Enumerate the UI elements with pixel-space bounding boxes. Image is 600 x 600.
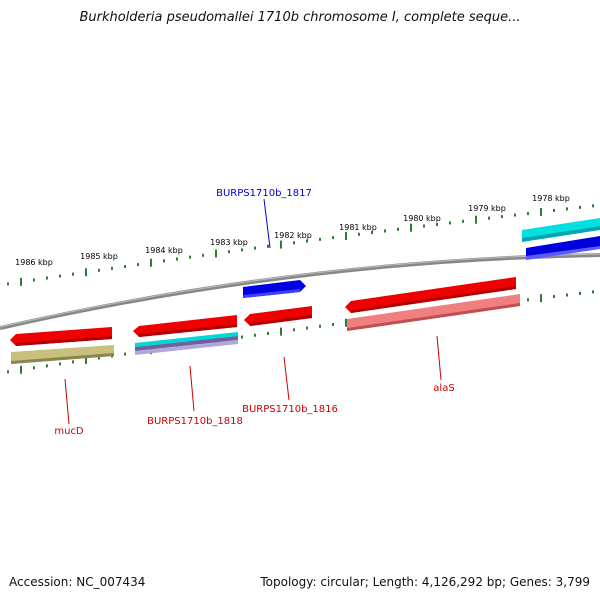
gene-label-burps1710b-1818[interactable]: BURPS1710b_1818 (147, 416, 243, 427)
gene-burps1710b-1817[interactable] (243, 280, 306, 298)
leader-burps1710b-1818 (189, 365, 195, 412)
accession-label: Accession: NC_007434 (9, 575, 146, 589)
leader-burps1710b-1816 (283, 356, 290, 401)
leader-burps1710b-1817 (263, 198, 271, 249)
chromosome-backbone-highlight (0, 253, 600, 328)
scale-label-1978: 1978 kbp (532, 194, 570, 203)
scale-label-1982: 1982 kbp (274, 231, 312, 240)
feature-cyan-upper[interactable] (522, 218, 600, 242)
gene-label-burps1710b-1817[interactable]: BURPS1710b_1817 (216, 188, 312, 199)
scale-label-1979: 1979 kbp (468, 204, 506, 213)
genome-summary: Topology: circular; Length: 4,126,292 bp… (260, 575, 590, 589)
scale-ticks-upper (7, 204, 594, 286)
gene-mucd[interactable] (10, 327, 112, 346)
feature-pink[interactable] (347, 294, 520, 331)
feature-blue-upper[interactable] (526, 236, 600, 260)
leader-mucd (64, 378, 70, 425)
leader-alas (436, 335, 442, 381)
gene-label-alas[interactable]: alaS (433, 383, 454, 394)
feature-olive[interactable] (11, 345, 114, 364)
scale-label-1983: 1983 kbp (210, 238, 248, 247)
scale-label-1985: 1985 kbp (80, 252, 118, 261)
gene-burps1710b-1818[interactable] (133, 315, 237, 337)
gene-burps1710b-1816[interactable] (244, 306, 312, 326)
scale-label-1984: 1984 kbp (145, 246, 183, 255)
gene-label-burps1710b-1816[interactable]: BURPS1710b_1816 (242, 404, 338, 415)
chromosome-backbone (0, 253, 600, 330)
scale-label-1980: 1980 kbp (403, 214, 441, 223)
gene-label-mucd[interactable]: mucD (54, 426, 84, 437)
page-title: Burkholderia pseudomallei 1710b chromoso… (79, 10, 521, 25)
scale-label-1981: 1981 kbp (339, 223, 377, 232)
gene-alas[interactable] (345, 277, 516, 313)
scale-label-1986: 1986 kbp (15, 258, 53, 267)
feature-striped[interactable] (135, 332, 238, 355)
